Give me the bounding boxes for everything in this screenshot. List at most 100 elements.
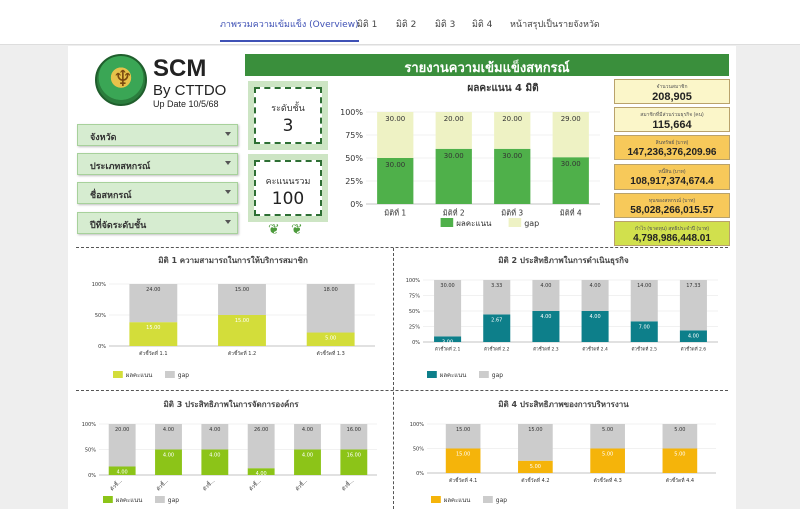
bar-score xyxy=(532,311,560,342)
data-label-score: 5.00 xyxy=(602,452,613,458)
dimension-1-chart: 0% 50% 100% 15.00 24.00 ตัวชี้วัดที่ 1.1 15.00… xyxy=(92,282,375,379)
y-tick-label: 0% xyxy=(350,200,363,209)
filter-province[interactable]: จังหวัด xyxy=(77,124,238,146)
bar-gap xyxy=(201,424,229,450)
panel-dimension-2: มิติ 2 ประสิทธิภาพในการดำเนินธุรกิจ 0% 25… xyxy=(399,250,728,385)
legend-swatch-score xyxy=(440,218,454,227)
x-tick-label: ตัวชี้วัดที่ 2.4 xyxy=(582,346,608,353)
data-label-score: 4.00 xyxy=(256,471,267,477)
filter-label: ปีที่จัดระดับชั้น xyxy=(90,221,147,231)
legend-swatch-gap xyxy=(483,496,493,503)
bar-score xyxy=(218,315,266,346)
bar-score xyxy=(630,321,658,342)
kpi-value: 4,798,986,448.01 xyxy=(633,233,711,244)
panel-title: มิติ 3 ประสิทธิภาพในการจัดการองค์กร xyxy=(163,400,299,409)
x-tick-label: ตัวชี้วัดที่ 4.3 xyxy=(593,475,621,484)
legend-swatch-gap xyxy=(155,496,165,503)
leaf-icon: ❦ xyxy=(268,222,280,238)
bar-gap xyxy=(108,424,136,467)
bar-score xyxy=(483,314,511,342)
section-divider xyxy=(393,248,394,509)
x-tick-label: ตัวชี้วัดที่ 2.1 xyxy=(435,346,461,353)
x-tick-label: มิติที่ 2 xyxy=(443,208,465,218)
bar-gap xyxy=(552,112,589,158)
filter-rating-year[interactable]: ปีที่จัดระดับชั้น xyxy=(77,212,238,234)
bar-gap xyxy=(581,280,609,311)
bar-score xyxy=(518,460,553,473)
chevron-down-icon xyxy=(225,161,231,165)
kpi-value: 208,905 xyxy=(652,91,692,103)
panel-dimension-4: มิติ 4 ประสิทธิภาพของการบริหารงาน 0% 50% 1… xyxy=(399,394,728,509)
legend-swatch-gap xyxy=(508,218,522,227)
legend-label-score: ผลคะแนน xyxy=(440,372,467,379)
tab-province-summary[interactable]: หน้าสรุปเป็นรายจังหวัด xyxy=(510,20,600,30)
kpi-active-members: สมาชิกที่มีส่วนร่วมธุรกิจ (คน) 115,664 xyxy=(614,107,730,132)
bar-score xyxy=(340,449,368,475)
filter-label: ชื่อสหกรณ์ xyxy=(90,191,132,201)
top-nav: ภาพรวมความเข้มแข็ง (Overview) มิติ 1 มิต… xyxy=(0,0,800,45)
bar-gap xyxy=(340,424,368,450)
x-tick-label: มิติที่ 4 xyxy=(560,208,582,218)
panel-title: มิติ 1 ความสามารถในการให้บริการสมาชิก xyxy=(158,256,308,265)
bar-score xyxy=(108,466,136,475)
tab-dimension-3[interactable]: มิติ 3 xyxy=(435,20,456,30)
bar-score xyxy=(155,449,182,475)
data-label-score: 4.00 xyxy=(540,314,551,320)
kpi-value: 58,028,266,015.57 xyxy=(630,205,714,216)
data-label-score: 15.00 xyxy=(456,452,470,458)
bar-gap xyxy=(630,280,658,322)
data-label-gap: 5.00 xyxy=(674,427,685,433)
tab-dimension-2[interactable]: มิติ 2 xyxy=(396,20,417,30)
legend-label-score: ผลคะแนน xyxy=(126,372,153,379)
kpi-net-profit: กำไร (ขาดทุน) สุทธิประจำปี (บาท) 4,798,9… xyxy=(614,221,730,246)
tab-dimension-1[interactable]: มิติ 1 xyxy=(357,20,378,30)
data-label-score: 4.00 xyxy=(117,470,128,476)
data-label-gap: 26.00 xyxy=(254,427,268,433)
level-value: 3 xyxy=(282,116,294,136)
data-label-gap: 4.00 xyxy=(590,283,601,289)
tab-overview[interactable]: ภาพรวมความเข้มแข็ง (Overview) xyxy=(220,17,359,42)
y-tick-label: 75% xyxy=(409,293,420,299)
legend-label-score: ผลคะแนน xyxy=(456,219,492,228)
bar-gap xyxy=(247,424,275,469)
legend-swatch-score xyxy=(427,371,437,378)
data-label-score: 30.00 xyxy=(444,152,464,160)
y-tick-label: 100% xyxy=(82,422,97,428)
x-tick-label: ตัวชี้วัดที่ 4.4 xyxy=(666,475,694,484)
data-label-score: 4.00 xyxy=(688,333,699,339)
filter-label: จังหวัด xyxy=(90,133,117,143)
kpi-label: หนี้สิน (บาท) xyxy=(658,169,686,175)
x-tick-label: ตัวชี้วัดที่ 1.2 xyxy=(228,348,256,357)
report-banner: รายงานความเข้มแข็งสหกรณ์ xyxy=(245,54,729,76)
brand-title: SCM xyxy=(153,55,207,82)
report-canvas: ♆ SCM By CTTDO Up Date 10/5/68 จังหวัด ป… xyxy=(68,46,736,509)
filter-coop-name[interactable]: ชื่อสหกรณ์ xyxy=(77,182,238,204)
bar-gap xyxy=(679,280,707,331)
data-label-score: 3.00 xyxy=(442,339,453,345)
x-tick-label: ตัวชี้... xyxy=(246,476,263,493)
data-label-score: 30.00 xyxy=(502,152,522,160)
tab-dimension-4[interactable]: มิติ 4 xyxy=(472,20,493,30)
bar-score xyxy=(294,449,321,475)
data-label-score: 4.00 xyxy=(163,453,174,459)
bar-gap xyxy=(435,112,472,149)
data-label-score: 4.00 xyxy=(209,453,220,459)
bar-score xyxy=(445,448,481,473)
level-label: ระดับชั้น xyxy=(271,104,305,114)
y-tick-label: 50% xyxy=(413,446,424,452)
bar-score xyxy=(552,157,589,204)
data-label-score: 30.00 xyxy=(385,161,405,169)
data-label-score: 5.00 xyxy=(325,336,336,342)
filter-coop-type[interactable]: ประเภทสหกรณ์ xyxy=(77,153,238,175)
data-label-score: 7.00 xyxy=(639,324,650,330)
kpi-label: ทุนของสหกรณ์ (บาท) xyxy=(648,198,696,204)
bar-score xyxy=(590,448,625,473)
data-label-score: 5.00 xyxy=(674,452,685,458)
x-tick-label: ตัวชี้วัดที่ 2.3 xyxy=(533,346,559,353)
x-tick-label: ตัวชี้... xyxy=(200,476,217,493)
kpi-members: จำนวนสมาชิก 208,905 xyxy=(614,79,730,104)
kpi-value: 108,917,374,674.4 xyxy=(630,176,714,187)
data-label-gap: 17.33 xyxy=(686,283,700,289)
x-tick-label: ตัวชี้... xyxy=(107,476,124,493)
legend-label-score: ผลคะแนน xyxy=(444,497,471,504)
